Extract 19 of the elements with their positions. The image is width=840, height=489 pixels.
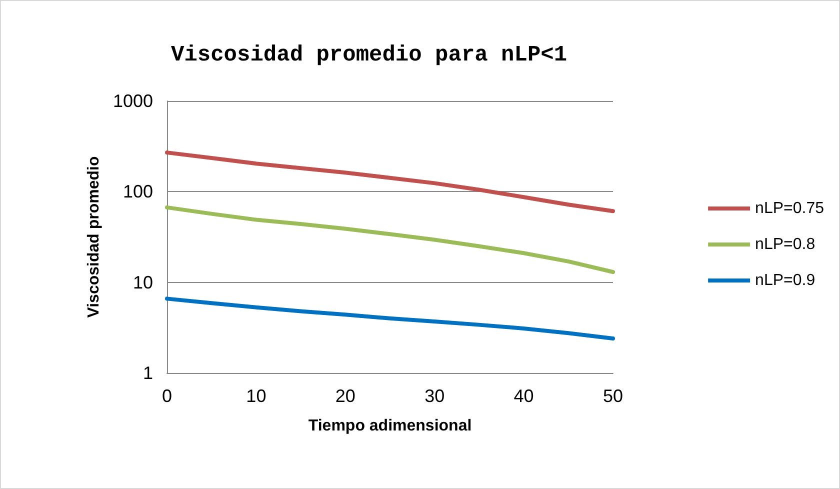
chart-title: Viscosidad promedio para nLP<1 [171, 42, 568, 68]
legend-label: nLP=0.9 [755, 272, 816, 289]
x-tick-label: 20 [335, 386, 356, 406]
x-tick-label: 30 [424, 386, 445, 406]
y-tick-label: 1 [142, 363, 153, 383]
y-tick-label: 10 [132, 272, 153, 292]
x-tick-label: 10 [246, 386, 266, 406]
y-tick-label: 100 [122, 182, 153, 202]
y-tick-label: 1000 [112, 91, 153, 111]
x-tick-label: 40 [514, 386, 534, 406]
line-series [165, 296, 615, 341]
x-tick-label: 0 [162, 386, 172, 406]
line-series [165, 150, 615, 214]
legend-label: nLP=0.75 [755, 200, 824, 217]
x-tick-label: 50 [602, 386, 624, 406]
line-series [165, 205, 615, 274]
x-axis-title: Tiempo adimensional [308, 418, 472, 434]
y-axis-title: Viscosidad promedio [86, 156, 103, 318]
legend-label: nLP=0.8 [755, 236, 816, 253]
